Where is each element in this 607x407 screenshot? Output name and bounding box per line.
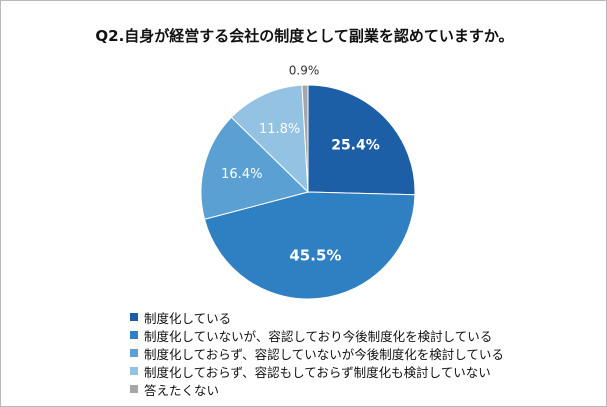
legend-item: 制度化している bbox=[130, 308, 504, 326]
legend-swatch bbox=[130, 367, 138, 375]
legend-item: 制度化しておらず、容認もしておらず制度化も検討していない bbox=[130, 362, 504, 380]
legend-label: 制度化している bbox=[144, 310, 232, 326]
legend-label: 制度化していないが、容認しており今後制度化を検討している bbox=[144, 328, 493, 344]
data-label: 11.8% bbox=[259, 122, 300, 137]
legend-item: 制度化しておらず、容認していないが今後制度化を検討している bbox=[130, 344, 504, 362]
legend-swatch bbox=[130, 331, 138, 339]
legend-item: 答えたくない bbox=[130, 380, 504, 398]
legend-item: 制度化していないが、容認しており今後制度化を検討している bbox=[130, 326, 504, 344]
data-label: 25.4% bbox=[331, 138, 380, 154]
chart-legend: 制度化している制度化していないが、容認しており今後制度化を検討している 制度化して… bbox=[130, 308, 504, 398]
chart-title: Q2.自身が経営する会社の制度として副業を認めていますか。 bbox=[95, 27, 514, 45]
legend-label: 制度化しておらず、容認もしておらず制度化も検討していない bbox=[144, 364, 491, 380]
data-label: 16.4% bbox=[221, 167, 262, 182]
data-label: 45.5% bbox=[289, 246, 341, 264]
pie-slice bbox=[230, 84, 309, 194]
pie-slice bbox=[203, 191, 416, 300]
legend-label: 制度化しておらず、容認していないが今後制度化を検討している bbox=[144, 346, 504, 362]
data-label: 0.9% bbox=[289, 64, 320, 78]
pie-slice bbox=[200, 116, 309, 220]
legend-swatch bbox=[130, 349, 138, 357]
legend-label: 答えたくない bbox=[144, 382, 220, 398]
legend-swatch bbox=[130, 313, 138, 321]
pie-slice bbox=[307, 84, 416, 196]
pie-slice bbox=[301, 84, 309, 193]
legend-swatch bbox=[130, 385, 138, 393]
